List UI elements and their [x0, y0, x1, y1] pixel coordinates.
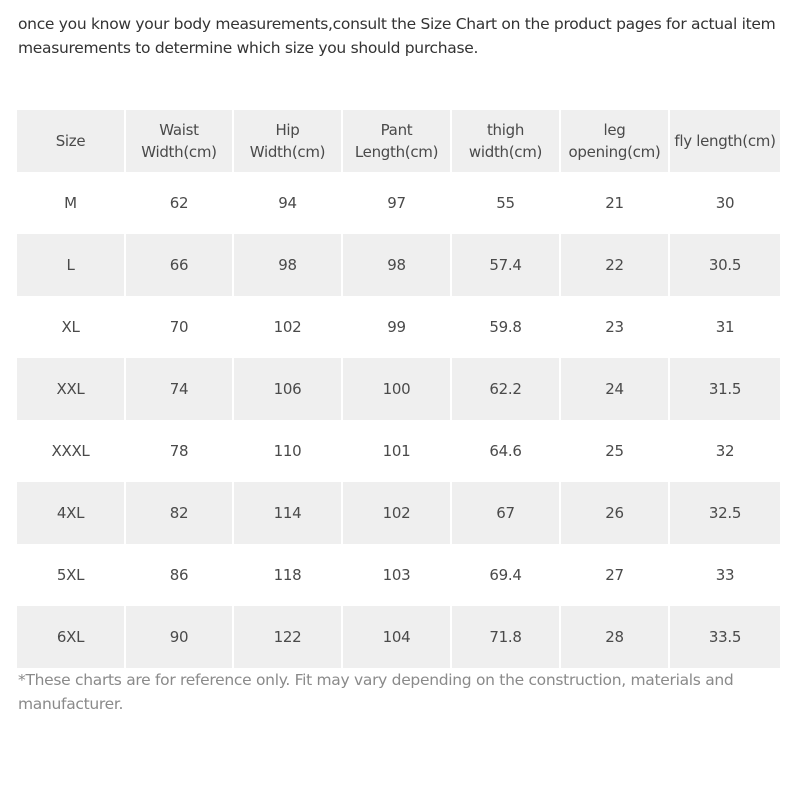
cell-hip: 106 [233, 358, 343, 420]
header-size: Size [17, 110, 126, 172]
cell-waist: 82 [125, 482, 234, 544]
cell-thigh: 64.6 [451, 420, 561, 482]
table-row: 4XL 82 114 102 67 26 32.5 [17, 482, 780, 544]
cell-waist: 86 [125, 544, 234, 606]
cell-size: XXXL [17, 420, 126, 482]
table-row: XXL 74 106 100 62.2 24 31.5 [17, 358, 780, 420]
header-waist-width: Waist Width(cm) [125, 110, 234, 172]
cell-size: 5XL [17, 544, 126, 606]
intro-text: once you know your body measurements,con… [18, 12, 788, 60]
header-thigh-width: thigh width(cm) [451, 110, 561, 172]
cell-fly-length: 31 [715, 318, 735, 336]
table-row: XXXL 78 110 101 64.6 25 32 [17, 420, 780, 482]
header-fly-length: fly length(cm) [674, 132, 776, 150]
cell-thigh: 59.8 [451, 296, 561, 358]
cell-thigh: 55 [451, 172, 561, 234]
cell-waist: 66 [125, 234, 234, 296]
cell-hip: 102 [233, 296, 343, 358]
cell-size: 6XL [17, 606, 126, 668]
cell-fly-length: 32.5 [708, 504, 742, 522]
cell-leg-opening: 21 [560, 172, 670, 234]
intro-line-1: once you know your body measurements,con… [18, 15, 776, 33]
header-pant-length: Pant Length(cm) [342, 110, 452, 172]
cell-hip: 114 [233, 482, 343, 544]
size-chart-table: Size Waist Width(cm) Hip Width(cm) Pant Le… [17, 110, 780, 668]
cell-leg-opening: 22 [560, 234, 670, 296]
table-row: L 66 98 98 57.4 22 30.5 [17, 234, 780, 296]
cell-waist: 70 [125, 296, 234, 358]
cell-leg-opening: 27 [560, 544, 670, 606]
cell-size: M [17, 172, 126, 234]
cell-leg-opening: 25 [560, 420, 670, 482]
cell-pant-length: 103 [342, 544, 452, 606]
cell-waist: 74 [125, 358, 234, 420]
disclaimer-footnote: *These charts are for reference only. Fi… [18, 668, 788, 716]
intro-line-2: measurements to determine which size you… [18, 39, 479, 57]
footnote-line-1: *These charts are for reference only. Fi… [18, 671, 734, 689]
cell-pant-length: 99 [342, 296, 452, 358]
cell-leg-opening: 26 [560, 482, 670, 544]
cell-size: 4XL [17, 482, 126, 544]
cell-fly-length: 30.5 [708, 256, 742, 274]
table-row: 6XL 90 122 104 71.8 28 33.5 [17, 606, 780, 668]
cell-thigh: 69.4 [451, 544, 561, 606]
cell-hip: 118 [233, 544, 343, 606]
cell-pant-length: 98 [342, 234, 452, 296]
cell-size: L [17, 234, 126, 296]
cell-waist: 62 [125, 172, 234, 234]
cell-waist: 90 [125, 606, 234, 668]
cell-pant-length: 100 [342, 358, 452, 420]
footnote-line-2: manufacturer. [18, 695, 124, 713]
cell-thigh: 57.4 [451, 234, 561, 296]
cell-pant-length: 101 [342, 420, 452, 482]
cell-waist: 78 [125, 420, 234, 482]
cell-fly-length: 30 [715, 194, 735, 212]
table-row: 5XL 86 118 103 69.4 27 33 [17, 544, 780, 606]
cell-fly-length: 33 [715, 566, 735, 584]
cell-leg-opening: 23 [560, 296, 670, 358]
cell-hip: 98 [233, 234, 343, 296]
header-hip-width: Hip Width(cm) [233, 110, 343, 172]
table-row: M 62 94 97 55 21 30 [17, 172, 780, 234]
cell-pant-length: 104 [342, 606, 452, 668]
cell-leg-opening: 24 [560, 358, 670, 420]
cell-thigh: 71.8 [451, 606, 561, 668]
cell-size: XL [17, 296, 126, 358]
cell-fly-length: 33.5 [708, 628, 742, 646]
header-leg-opening: leg opening(cm) [560, 110, 670, 172]
cell-pant-length: 97 [342, 172, 452, 234]
table-row: XL 70 102 99 59.8 23 31 [17, 296, 780, 358]
cell-hip: 110 [233, 420, 343, 482]
cell-thigh: 67 [451, 482, 561, 544]
cell-hip: 94 [233, 172, 343, 234]
cell-hip: 122 [233, 606, 343, 668]
cell-fly-length: 31.5 [708, 380, 742, 398]
cell-size: XXL [17, 358, 126, 420]
table-header-row: Size Waist Width(cm) Hip Width(cm) Pant Le… [17, 110, 780, 172]
cell-pant-length: 102 [342, 482, 452, 544]
cell-fly-length: 32 [715, 442, 735, 460]
cell-thigh: 62.2 [451, 358, 561, 420]
cell-leg-opening: 28 [560, 606, 670, 668]
